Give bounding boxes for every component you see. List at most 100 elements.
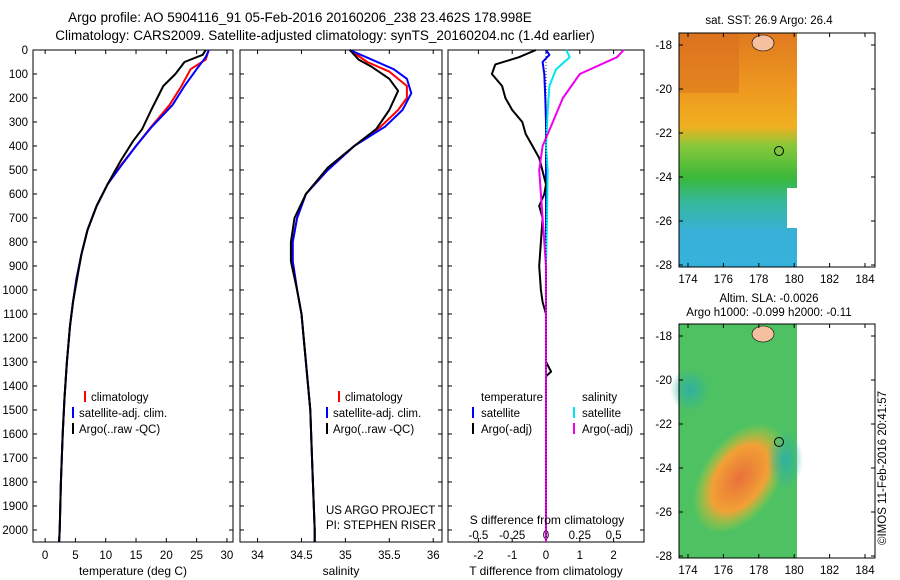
project-label: US ARGO PROJECT (326, 505, 435, 517)
legend-label-climatology: climatology (345, 392, 403, 404)
depth-tick-label: 1000 (2, 285, 28, 297)
sst-warm-patch (679, 33, 739, 93)
map-x-tick-label: 182 (820, 565, 839, 577)
map-x-tick-label: 180 (785, 274, 804, 286)
x-tick-label: 10 (99, 550, 112, 562)
depth-tick-label: 300 (9, 117, 28, 129)
series-line-satellite-adj-clim- (58, 49, 210, 543)
island-icon (751, 34, 775, 52)
map-y-tick-label: -24 (655, 172, 672, 184)
legend-label-climatology: climatology (91, 392, 149, 404)
sla-high-anomaly (692, 422, 788, 534)
depth-tick-label: 100 (9, 69, 28, 81)
x-tick-label: -2 (473, 550, 483, 562)
s-diff-tick-label: -0.5 (468, 530, 488, 542)
x-tick-label: 0 (543, 550, 549, 562)
x-tick-label: 5 (72, 550, 78, 562)
depth-tick-label: 0 (22, 45, 28, 57)
sla-map-axes: -18 -20 -22 -24 -26 -28 174 176 178 180 182 184 (655, 324, 875, 577)
legend-label-satellite: satellite-adj. clim. (79, 408, 167, 420)
salinity-legend: climatology satellite-adj. clim. Argo(..… (326, 391, 436, 532)
depth-tick-label: 1800 (2, 477, 28, 489)
x-tick-label: 36 (427, 550, 440, 562)
t-diff-axis-label: T difference from climatology (469, 564, 623, 578)
series-line-salinity-argo-adj- (538, 49, 625, 542)
series-line-argo-raw-qc- (58, 49, 207, 543)
x-tick-label: 34.5 (290, 550, 312, 562)
temperature-x-axis: 0 5 10 15 20 25 30 (42, 50, 233, 562)
x-tick-label: 1 (577, 550, 583, 562)
sla-low-anomaly (670, 368, 710, 412)
difference-legend: temperature satellite Argo(-adj) salinit… (472, 392, 633, 436)
x-tick-label: 25 (190, 550, 203, 562)
depth-tick-label: 1700 (2, 453, 28, 465)
x-tick-label: 2 (610, 550, 616, 562)
series-line-salinity-satellite (545, 49, 571, 542)
legend-header-temperature: temperature (481, 392, 543, 404)
x-tick-label: -1 (507, 550, 517, 562)
map-y-tick-label: -24 (655, 463, 672, 475)
map-y-tick-label: -20 (655, 375, 672, 387)
sla-map-frame (678, 323, 876, 559)
map-y-tick-label: -28 (655, 260, 672, 272)
depth-axis: 0 100 200 300 400 500 600 700 800 900 1000 1100 1200… (2, 45, 644, 537)
series-line-argo-raw-qc- (289, 49, 400, 542)
x-tick-label: 15 (130, 550, 143, 562)
x-tick-label: 30 (221, 550, 234, 562)
depth-tick-label: 600 (9, 189, 28, 201)
legend-swatch-satellite (326, 407, 328, 418)
series-line-temperature-argo-adj- (490, 49, 553, 542)
x-tick-label: 0 (42, 550, 48, 562)
difference-profiles (490, 49, 625, 542)
sla-map: -18 -20 -22 -24 -26 -28 174 176 178 180 182 184 (655, 323, 876, 577)
legend-label-argo: Argo(..raw -QC) (333, 424, 414, 436)
x-tick-label: 34 (251, 550, 264, 562)
legend-label-argo: Argo(..raw -QC) (79, 424, 160, 436)
legend-swatch-climatology (338, 391, 340, 402)
x-tick-label: 20 (160, 550, 173, 562)
argo-position-marker (774, 146, 784, 156)
temperature-panel-frame (32, 49, 234, 543)
map-y-tick-label: -26 (655, 216, 672, 228)
legend-label-s-satellite: satellite (582, 408, 621, 420)
depth-tick-label: 900 (9, 261, 28, 273)
legend-label-t-satellite: satellite (481, 408, 520, 420)
sst-field (679, 33, 797, 267)
depth-tick-label: 2000 (2, 525, 28, 537)
sst-map-frame (678, 32, 876, 268)
sla-map-title-line2: Argo h1000: -0.099 h2000: -0.11 (686, 307, 851, 319)
map-x-tick-label: 184 (855, 274, 875, 286)
map-y-tick-label: -18 (655, 40, 672, 52)
sla-map-title-line1: Altim. SLA: -0.0026 (719, 293, 818, 305)
map-y-tick-label: -22 (655, 419, 672, 431)
salinity-panel-frame (239, 49, 443, 543)
map-x-tick-label: 182 (820, 274, 839, 286)
series-line-satellite-adj-clim- (291, 49, 413, 542)
salinity-profiles (289, 49, 413, 542)
map-y-tick-label: -18 (655, 331, 672, 343)
depth-tick-label: 500 (9, 165, 28, 177)
map-x-tick-label: 176 (714, 565, 733, 577)
sst-map-title: sat. SST: 26.9 Argo: 26.4 (705, 15, 833, 27)
map-y-tick-label: -28 (655, 551, 672, 563)
legend-header-salinity: salinity (582, 392, 617, 404)
sst-missing-data (787, 188, 797, 228)
series-line-climatology (58, 49, 210, 543)
depth-tick-label: 1300 (2, 357, 28, 369)
temperature-legend: climatology satellite-adj. clim. Argo(..… (72, 391, 167, 436)
depth-tick-label: 1100 (3, 309, 28, 321)
map-x-tick-label: 176 (714, 274, 733, 286)
legend-swatch-t-satellite (472, 407, 474, 418)
depth-tick-label: 400 (9, 141, 28, 153)
s-diff-tick-label: 0.25 (569, 530, 591, 542)
s-diff-axis-label: S difference from climatology (470, 513, 625, 527)
depth-tick-label: 1600 (2, 429, 28, 441)
sla-low-anomaly-east (767, 430, 803, 490)
legend-swatch-climatology (84, 391, 86, 402)
series-line-climatology (291, 49, 408, 542)
x-tick-label: 35 (339, 550, 352, 562)
sst-map: -18 -20 -22 -24 -26 -28 174 176 178 180 182 184 (655, 32, 876, 286)
argo-position-marker (774, 437, 784, 447)
legend-swatch-argo (326, 423, 328, 434)
